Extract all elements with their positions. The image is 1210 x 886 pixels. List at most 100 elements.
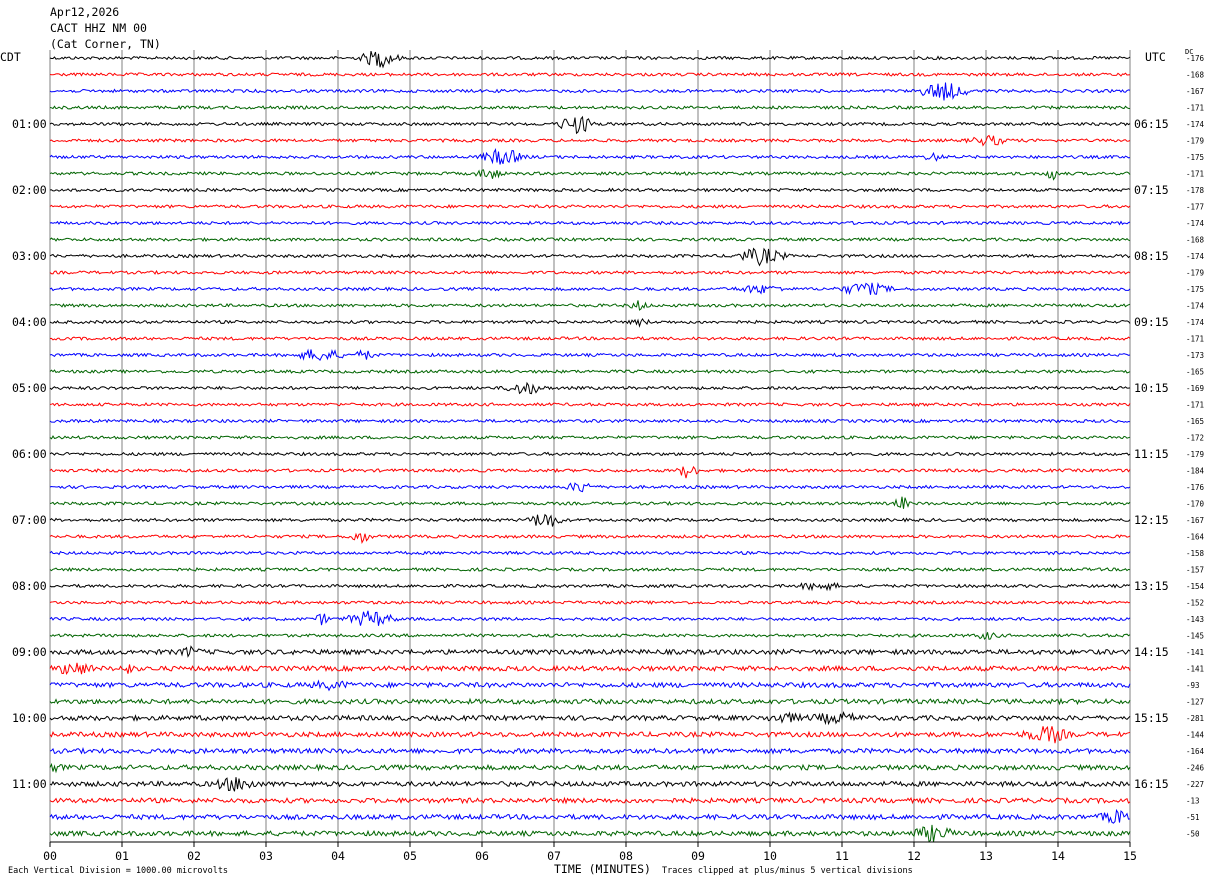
station-label: CACT HHZ NM 00 — [50, 21, 147, 35]
left-hour-label: 06:00 — [12, 447, 47, 461]
right-hour-label: 09:15 — [1134, 315, 1169, 329]
location-label: (Cat Corner, TN) — [50, 37, 161, 51]
trace-15 — [49, 300, 1131, 311]
dc-offset-label: -184 — [1186, 467, 1205, 476]
right-hour-label: 15:15 — [1134, 711, 1169, 725]
trace-2 — [49, 82, 1131, 101]
dc-offset-label: -173 — [1186, 351, 1204, 360]
trace-16 — [49, 317, 1131, 328]
trace-4 — [49, 115, 1131, 135]
dc-offset-label: -171 — [1186, 401, 1204, 410]
dc-offset-label: -171 — [1186, 335, 1204, 344]
trace-28 — [49, 513, 1131, 527]
dc-offset-label: -144 — [1186, 731, 1205, 740]
left-hour-label: 11:00 — [12, 777, 47, 791]
trace-46 — [49, 808, 1131, 824]
left-hour-label: 09:00 — [12, 645, 47, 659]
chart-header: Apr12,2026 CACT HHZ NM 00 (Cat Corner, T… — [50, 4, 161, 52]
x-tick-label: 03 — [259, 849, 273, 863]
trace-33 — [49, 600, 1131, 606]
trace-20 — [49, 381, 1131, 395]
trace-40 — [49, 710, 1131, 726]
trace-0 — [49, 50, 1131, 69]
dc-offset-label: -164 — [1186, 533, 1205, 542]
dc-offset-label: -175 — [1186, 153, 1204, 162]
trace-1 — [49, 72, 1131, 77]
right-hour-label: 07:15 — [1134, 183, 1169, 197]
trace-5 — [49, 134, 1131, 147]
x-tick-label: 11 — [835, 849, 849, 863]
right-hour-label: 14:15 — [1134, 645, 1169, 659]
x-tick-label: 14 — [1051, 849, 1065, 863]
trace-32 — [49, 582, 1131, 592]
left-hour-label: 03:00 — [12, 249, 47, 263]
dc-offset-label: -174 — [1186, 302, 1205, 311]
x-tick-label: 09 — [691, 849, 705, 863]
trace-35 — [49, 632, 1131, 641]
dc-offset-label: -165 — [1186, 417, 1204, 426]
trace-45 — [49, 796, 1131, 805]
trace-9 — [49, 204, 1131, 209]
trace-22 — [49, 418, 1131, 424]
right-hour-label: 10:15 — [1134, 381, 1169, 395]
dc-offset-label: -179 — [1186, 269, 1204, 278]
left-hour-label: 08:00 — [12, 579, 47, 593]
dc-offset-label: -152 — [1186, 599, 1204, 608]
trace-14 — [49, 282, 1131, 296]
dc-offset-label: -145 — [1186, 632, 1204, 641]
x-tick-label: 12 — [907, 849, 921, 863]
trace-12 — [49, 247, 1131, 267]
trace-39 — [49, 697, 1131, 706]
trace-43 — [49, 762, 1131, 774]
left-hour-label: 02:00 — [12, 183, 47, 197]
dc-offset-label: -172 — [1186, 434, 1204, 443]
trace-37 — [49, 662, 1131, 676]
dc-offset-label: -127 — [1186, 698, 1204, 707]
trace-27 — [49, 496, 1131, 509]
dc-offset-label: -175 — [1186, 285, 1204, 294]
dc-offset-label: -174 — [1186, 252, 1205, 261]
dc-offset-label: -179 — [1186, 137, 1204, 146]
dc-offset-label: -51 — [1186, 813, 1200, 822]
trace-10 — [49, 220, 1131, 226]
trace-11 — [49, 237, 1131, 242]
trace-19 — [49, 369, 1131, 375]
dc-offset-label: -246 — [1186, 764, 1205, 773]
dc-offset-label: -176 — [1186, 483, 1205, 492]
dc-offset-label: -154 — [1186, 582, 1205, 591]
dc-offset-label: -168 — [1186, 236, 1205, 245]
x-tick-label: 08 — [619, 849, 633, 863]
trace-31 — [49, 567, 1131, 573]
dc-offset-label: -174 — [1186, 219, 1205, 228]
dc-offset-label: -50 — [1186, 830, 1200, 839]
right-hour-label: 11:15 — [1134, 447, 1169, 461]
trace-38 — [49, 679, 1131, 692]
dc-offset-label: -174 — [1186, 318, 1205, 327]
trace-42 — [49, 746, 1131, 755]
x-axis-title: TIME (MINUTES) — [554, 862, 651, 876]
dc-offset-label: -171 — [1186, 170, 1204, 179]
trace-29 — [49, 532, 1131, 544]
dc-offset-label: -281 — [1186, 714, 1204, 723]
right-hour-label: 08:15 — [1134, 249, 1169, 263]
dc-offset-label: -168 — [1186, 71, 1205, 80]
dc-offset-label: -158 — [1186, 549, 1205, 558]
trace-3 — [49, 105, 1131, 111]
left-hour-label: 01:00 — [12, 117, 47, 131]
dc-offset-label: -165 — [1186, 368, 1204, 377]
dc-offset-label: -157 — [1186, 566, 1204, 575]
dc-offset-label: -93 — [1186, 681, 1200, 690]
x-tick-label: 13 — [979, 849, 993, 863]
dc-offset-label: -227 — [1186, 780, 1204, 789]
trace-34 — [49, 610, 1131, 626]
x-tick-label: 05 — [403, 849, 417, 863]
trace-26 — [49, 482, 1131, 493]
x-tick-label: 00 — [43, 849, 57, 863]
trace-47 — [49, 824, 1131, 843]
dc-offset-label: -13 — [1186, 797, 1200, 806]
dc-offset-label: -170 — [1186, 500, 1205, 509]
footer-clip-note: Traces clipped at plus/minus 5 vertical … — [662, 866, 913, 876]
trace-7 — [49, 169, 1131, 181]
left-hour-label: 07:00 — [12, 513, 47, 527]
